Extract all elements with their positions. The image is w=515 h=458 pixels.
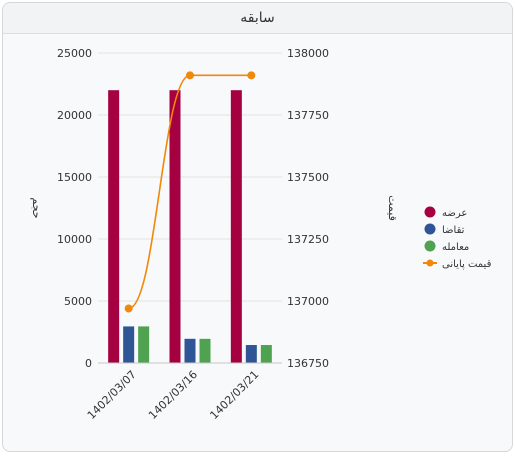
y-tick-label: 0 bbox=[85, 357, 92, 370]
price-line bbox=[124, 71, 256, 313]
bar bbox=[230, 90, 242, 363]
y-tick-label: 15000 bbox=[57, 171, 92, 184]
legend: عرضه تقاضا معامله قیمت پایانی bbox=[423, 206, 492, 270]
legend-label: تقاضا bbox=[442, 225, 465, 236]
y2-tick-label: 138000 bbox=[287, 47, 329, 60]
y-axis-title: حجم bbox=[30, 197, 43, 218]
y2-tick-label: 137500 bbox=[287, 171, 329, 184]
grid-lines bbox=[98, 52, 282, 364]
price-line-path bbox=[128, 74, 252, 310]
y2-axis-title: قیمت bbox=[386, 195, 399, 221]
y-tick-label: 25000 bbox=[57, 47, 92, 60]
bar-marks bbox=[108, 90, 272, 363]
x-tick-label: 1402/03/21 bbox=[207, 368, 261, 422]
panel-title: سابقه bbox=[240, 10, 275, 26]
y2-tick-label: 137000 bbox=[287, 295, 329, 308]
legend-swatch bbox=[424, 206, 436, 218]
y2-tick-label: 137250 bbox=[287, 233, 329, 246]
y-tick-label: 20000 bbox=[57, 109, 92, 122]
bar bbox=[138, 326, 150, 363]
legend-swatch bbox=[426, 259, 434, 267]
bar bbox=[169, 90, 181, 363]
legend-label: قیمت پایانی bbox=[442, 259, 492, 270]
x-tick-label: 1402/03/16 bbox=[146, 368, 200, 422]
panel-header: سابقه bbox=[3, 3, 512, 34]
bar bbox=[184, 338, 196, 363]
price-point bbox=[186, 71, 194, 80]
y2-tick-label: 137750 bbox=[287, 109, 329, 122]
y-tick-label: 10000 bbox=[57, 233, 92, 246]
legend-label: عرضه bbox=[442, 208, 467, 219]
y-tick-label: 5000 bbox=[64, 295, 92, 308]
legend-swatch bbox=[424, 240, 436, 252]
bar bbox=[245, 345, 257, 363]
legend-label: معامله bbox=[442, 242, 469, 253]
legend-swatch bbox=[424, 223, 436, 235]
x-tick-label: 1402/03/07 bbox=[85, 368, 139, 422]
bar bbox=[199, 338, 211, 363]
bar bbox=[108, 90, 120, 363]
axes: 0 5000 10000 15000 20000 25000 136750 137000 137… bbox=[30, 47, 399, 422]
price-point bbox=[124, 304, 133, 313]
bar bbox=[260, 345, 272, 363]
price-point bbox=[247, 71, 256, 80]
y2-tick-label: 136750 bbox=[287, 357, 329, 370]
bar bbox=[123, 326, 135, 363]
